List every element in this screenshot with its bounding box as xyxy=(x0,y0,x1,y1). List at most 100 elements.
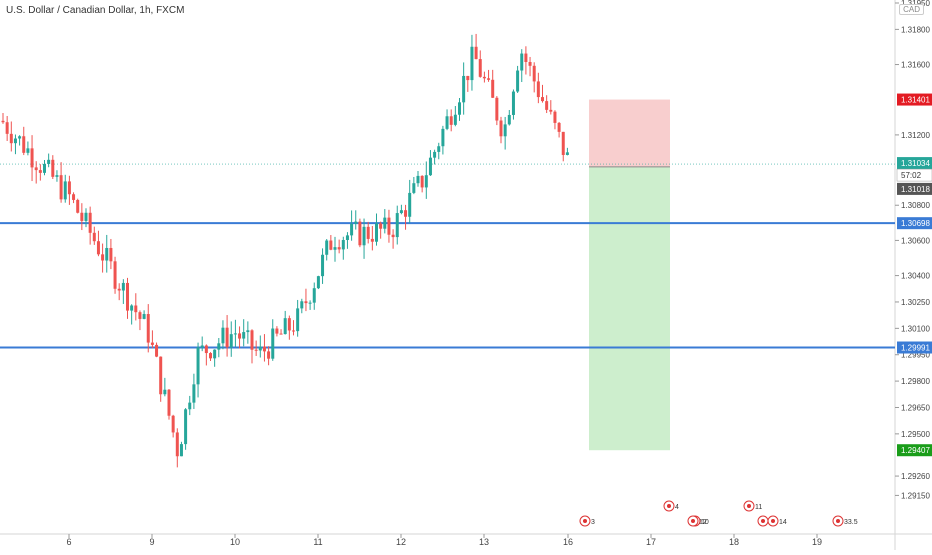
candle-body xyxy=(121,282,125,291)
candle-body xyxy=(204,345,208,354)
candle-body xyxy=(345,235,349,241)
candle-body xyxy=(316,276,320,289)
event-flag-dot xyxy=(761,519,765,523)
currency-badge[interactable]: CAD xyxy=(899,4,924,15)
stop-loss-zone[interactable] xyxy=(589,99,670,167)
candle-body xyxy=(26,148,30,153)
candle-body xyxy=(113,261,117,289)
candle-body xyxy=(109,247,113,262)
candle-body xyxy=(34,167,38,171)
candle-body xyxy=(22,136,26,153)
candle-body xyxy=(532,65,536,82)
candle-body xyxy=(453,114,457,125)
candle-body xyxy=(63,181,67,200)
candle-body xyxy=(1,120,5,123)
candle-body xyxy=(246,330,250,333)
y-tick-label: 1.30400 xyxy=(901,272,930,281)
candle-body xyxy=(358,221,362,246)
price-label-level xyxy=(897,341,932,354)
candle-body xyxy=(333,247,337,250)
candle-body xyxy=(370,238,374,242)
candle-body xyxy=(80,212,84,221)
price-label-level xyxy=(897,217,932,230)
candle-body xyxy=(287,318,291,331)
candle-body xyxy=(399,210,403,214)
chart-title: U.S. Dollar / Canadian Dollar, 1h, FXCM xyxy=(6,5,185,16)
y-tick-label: 1.29800 xyxy=(901,377,930,386)
candle-body xyxy=(383,217,387,229)
candle-body xyxy=(258,346,262,351)
candle-body xyxy=(337,247,341,250)
candle-body xyxy=(520,53,524,71)
y-tick-label: 1.29260 xyxy=(901,472,930,481)
event-label: 3 xyxy=(591,519,595,526)
candle-body xyxy=(354,221,358,224)
candle-body xyxy=(5,122,9,134)
candle-body xyxy=(420,175,424,188)
x-tick-label: 17 xyxy=(646,537,656,547)
candle-body xyxy=(225,327,229,348)
candle-body xyxy=(59,175,63,200)
take-profit-zone[interactable] xyxy=(589,166,670,451)
candle-body xyxy=(545,101,549,110)
candle-body xyxy=(565,152,569,155)
price-label-text: 1.29991 xyxy=(901,344,930,353)
event-label: 12 xyxy=(699,519,707,526)
candle-body xyxy=(55,175,59,177)
event-flag-dot xyxy=(691,519,695,523)
candle-body xyxy=(375,223,378,242)
candle-body xyxy=(466,75,470,81)
x-tick-label: 12 xyxy=(396,537,406,547)
candle-body xyxy=(561,131,565,155)
candle-body xyxy=(188,402,192,410)
candle-body xyxy=(150,342,154,345)
price-label-text: 1.31401 xyxy=(901,96,930,105)
candle-body xyxy=(445,116,449,129)
candle-body xyxy=(329,240,333,250)
candle-body xyxy=(424,175,428,188)
candle-body xyxy=(233,333,237,335)
candle-body xyxy=(437,146,441,152)
candle-body xyxy=(441,128,445,147)
candle-body xyxy=(159,356,163,395)
y-tick-label: 1.31600 xyxy=(901,61,930,70)
price-label-text: 1.29407 xyxy=(901,446,930,455)
y-tick-label: 1.30250 xyxy=(901,298,930,307)
candle-body xyxy=(267,351,271,359)
candle-body xyxy=(275,328,279,334)
candle-body xyxy=(458,102,461,115)
candle-body xyxy=(462,75,466,103)
candle-body xyxy=(449,116,453,125)
candle-body xyxy=(200,345,204,348)
candle-body xyxy=(524,53,528,62)
event-label: 14 xyxy=(779,519,787,526)
candle-body xyxy=(229,334,233,348)
price-label-text: 1.31034 xyxy=(901,159,930,168)
x-tick-label: 16 xyxy=(563,537,573,547)
price-label-text: 57:02 xyxy=(901,171,922,180)
event-flag-dot xyxy=(667,504,671,508)
candle-body xyxy=(470,46,474,81)
candle-body xyxy=(412,183,416,193)
candle-body xyxy=(528,61,532,66)
candle-body xyxy=(196,347,200,385)
candle-body xyxy=(321,254,325,277)
candle-body xyxy=(76,199,80,213)
candle-body xyxy=(300,301,304,309)
candle-body xyxy=(30,148,34,168)
candle-body xyxy=(536,81,540,98)
price-label-stop xyxy=(897,93,932,106)
candle-body xyxy=(511,91,515,115)
candle-body xyxy=(242,332,246,339)
candle-body xyxy=(134,305,138,313)
x-tick-label: 11 xyxy=(313,537,322,547)
event-flag-dot xyxy=(836,519,840,523)
y-tick-label: 1.31800 xyxy=(901,25,930,34)
candle-body xyxy=(325,240,329,255)
candle-body xyxy=(553,111,557,123)
event-label: 11 xyxy=(755,504,762,511)
candle-body xyxy=(304,301,308,304)
candle-body xyxy=(279,333,283,335)
